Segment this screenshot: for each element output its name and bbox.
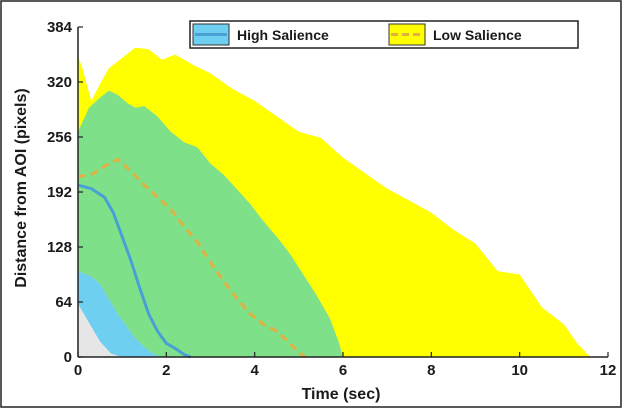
y-tick-label: 192 (47, 184, 72, 201)
legend-box (189, 20, 579, 49)
high-salience-band (78, 90, 343, 357)
x-axis-title: Time (sec) (302, 386, 381, 403)
y-tick-label: 0 (64, 349, 72, 366)
y-tick-label: 128 (47, 239, 72, 256)
x-tick-label: 10 (511, 362, 528, 379)
legend-label-low-salience: Low Salience (433, 27, 522, 43)
low-salience-mean-line (77, 157, 307, 359)
x-tick-label: 6 (339, 362, 347, 379)
x-tick-label: 4 (250, 362, 259, 379)
high-salience-mean-line (77, 183, 192, 359)
y-axis-title: Distance from AOI (pixels) (13, 88, 30, 287)
overlap-gray-region (78, 303, 123, 357)
x-tick-label: 8 (427, 362, 435, 379)
axis-ticks: 0 2 4 6 8 10 12 0 64 128 192 256 320 384 (47, 19, 616, 379)
legend: High Salience Low Salience (189, 20, 579, 49)
y-tick-label: 256 (47, 129, 72, 146)
x-tick-label: 12 (600, 362, 617, 379)
plot-area (77, 47, 591, 359)
high-salience-lower-region (78, 271, 162, 357)
y-tick-label: 64 (55, 294, 72, 311)
x-tick-label: 0 (74, 362, 82, 379)
legend-label-high-salience: High Salience (237, 27, 329, 43)
y-tick-label: 384 (47, 19, 73, 36)
y-tick-label: 320 (47, 74, 72, 91)
x-tick-label: 2 (162, 362, 170, 379)
